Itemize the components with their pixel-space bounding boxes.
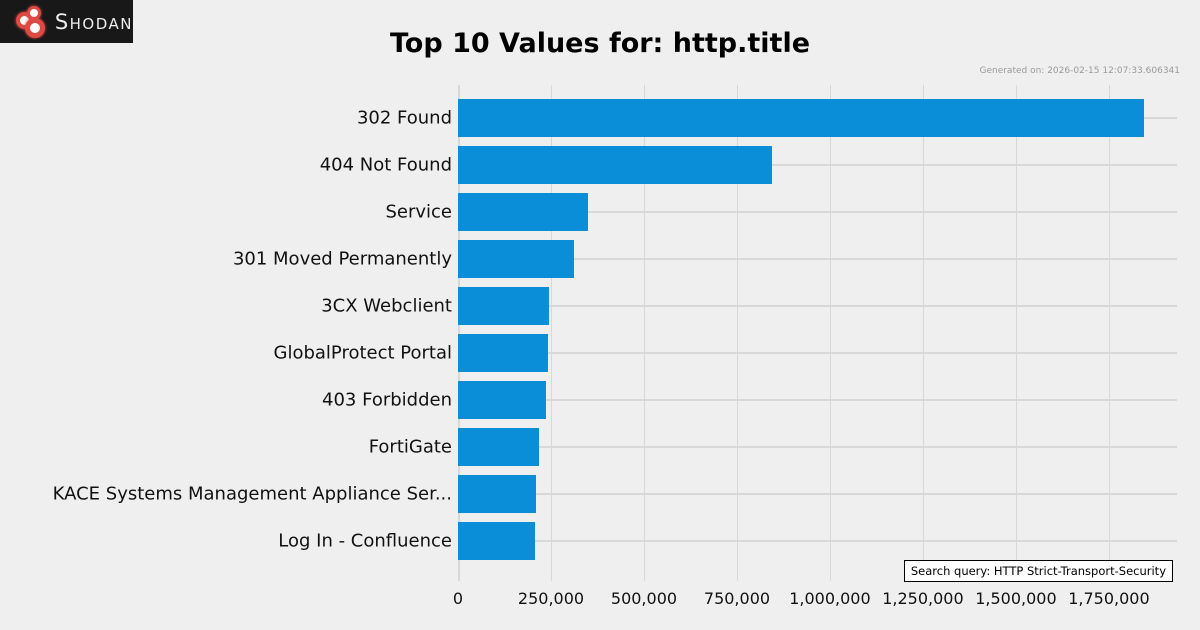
horizontal-gridline	[458, 352, 1177, 354]
x-tick-label: 500,000	[610, 589, 678, 608]
bar	[458, 240, 575, 278]
bar	[458, 334, 549, 372]
horizontal-gridline	[458, 446, 1177, 448]
x-tick-label: 750,000	[703, 589, 771, 608]
category-labels: 302 Found 404 Not Found Service 301 Moved P…	[0, 85, 452, 581]
horizontal-gridline	[458, 164, 1177, 166]
category-label: KACE Systems Management Appliance Ser...	[52, 483, 452, 505]
bar	[458, 428, 540, 466]
vertical-gridline	[643, 85, 646, 581]
x-tick-label: 1,250,000	[882, 589, 964, 608]
brand-name: Shodan	[54, 9, 133, 34]
category-label: FortiGate	[368, 436, 452, 458]
search-query-box: Search query: HTTP Strict-Transport-Secu…	[903, 560, 1173, 582]
bar	[458, 146, 773, 184]
shodan-logo: Shodan	[0, 0, 133, 43]
category-label: 404 Not Found	[319, 154, 452, 176]
bar	[458, 193, 589, 231]
horizontal-gridline	[458, 540, 1177, 542]
x-tick-label: 1,000,000	[789, 589, 871, 608]
x-tick-label: 250,000	[517, 589, 585, 608]
generated-timestamp: Generated on: 2026-02-15 12:07:33.606341	[979, 66, 1180, 76]
logo-circle-icon	[25, 17, 45, 38]
category-label: Log In - Confluence	[278, 530, 452, 552]
bar-chart: 302 Found 404 Not Found Service 301 Moved P…	[0, 85, 1200, 608]
bar	[458, 99, 1145, 137]
horizontal-gridline	[458, 399, 1177, 401]
vertical-gridline	[458, 85, 460, 581]
bar	[458, 381, 547, 419]
category-label: 301 Moved Permanently	[232, 248, 452, 270]
shodan-logo-icon	[14, 5, 46, 39]
category-label: 302 Found	[356, 107, 452, 129]
category-label: Service	[385, 201, 452, 223]
vertical-gridline	[1015, 85, 1018, 581]
bar	[458, 475, 537, 513]
horizontal-gridline	[458, 211, 1177, 213]
plot-area	[458, 85, 1177, 581]
category-label: 3CX Webclient	[321, 295, 452, 317]
category-label: 403 Forbidden	[322, 389, 452, 411]
horizontal-gridline	[458, 258, 1177, 260]
vertical-gridline	[829, 85, 832, 581]
vertical-gridline	[1108, 85, 1111, 581]
x-axis-ticks: 0 250,000 500,000 750,000 1,000,000 1,250,000…	[453, 589, 1177, 611]
bar	[458, 287, 550, 325]
bar	[458, 522, 535, 560]
vertical-gridline	[922, 85, 925, 581]
x-tick-label: 1,750,000	[1068, 589, 1150, 608]
x-tick-label: 0	[452, 589, 464, 608]
vertical-gridline	[736, 85, 739, 581]
horizontal-gridline	[458, 305, 1177, 307]
x-tick-label: 1,500,000	[975, 589, 1057, 608]
category-label: GlobalProtect Portal	[273, 342, 453, 364]
horizontal-gridline	[458, 493, 1177, 495]
page-title: Top 10 Values for: http.title	[389, 28, 811, 59]
vertical-gridline	[550, 85, 553, 581]
